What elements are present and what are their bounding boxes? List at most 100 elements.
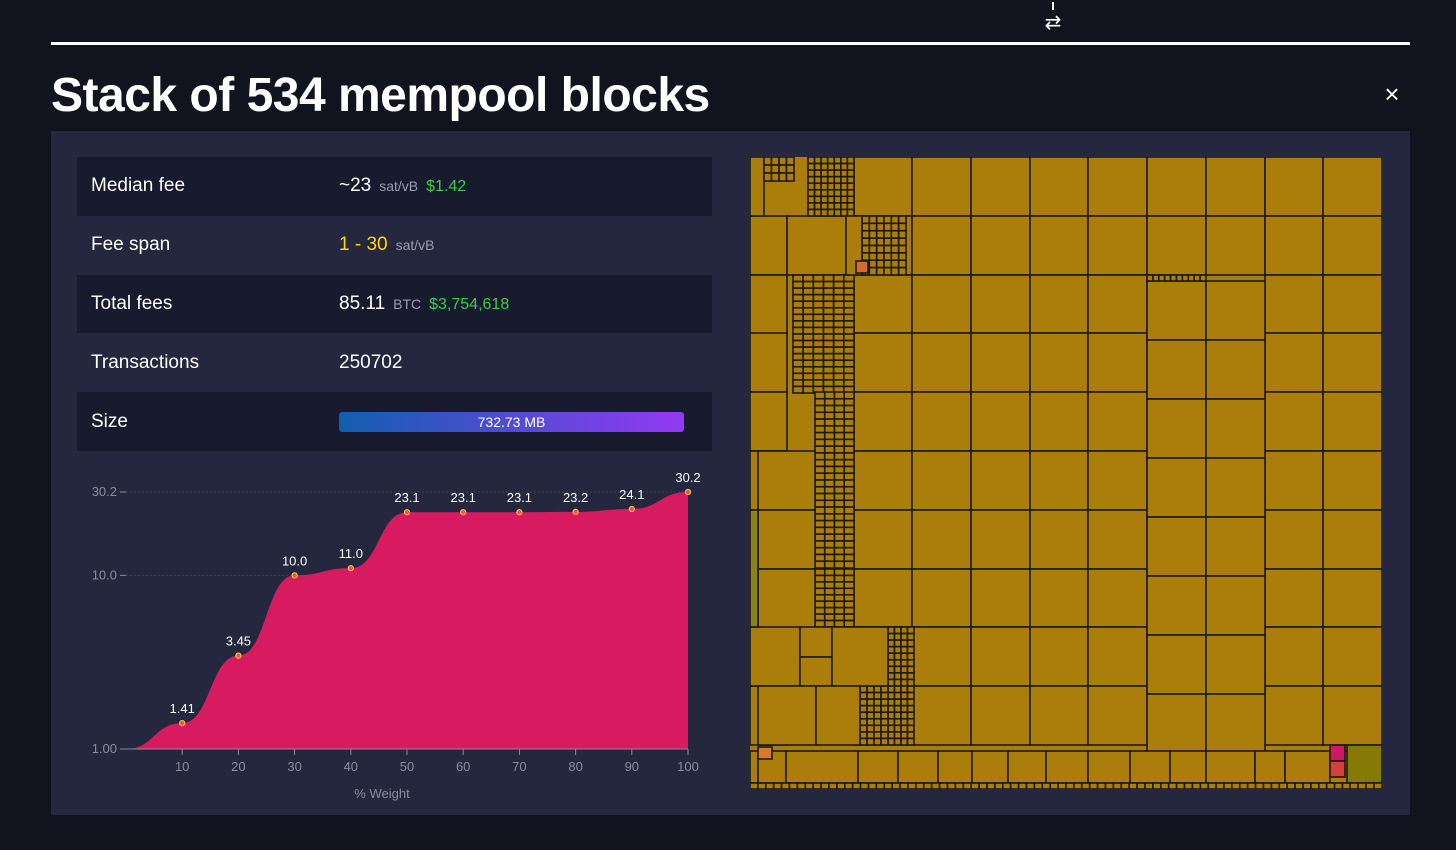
tx-block-small[interactable] <box>812 339 825 348</box>
tx-block-small[interactable] <box>897 215 907 225</box>
tx-block-small[interactable] <box>890 244 900 254</box>
tx-block-small[interactable] <box>897 266 907 276</box>
tx-block-small[interactable] <box>826 188 836 198</box>
tx-block[interactable] <box>1146 339 1207 400</box>
tx-block-small[interactable] <box>1357 782 1367 789</box>
tx-block-small[interactable] <box>880 711 889 720</box>
tx-block-small[interactable] <box>832 326 845 335</box>
tx-block-small[interactable] <box>833 169 842 178</box>
tx-block[interactable] <box>937 750 973 784</box>
tx-block[interactable] <box>1205 215 1266 276</box>
tx-block-small[interactable] <box>802 300 815 309</box>
tx-block-small[interactable] <box>807 188 816 198</box>
tx-block-small[interactable] <box>812 365 825 375</box>
tx-block-small[interactable] <box>792 379 804 388</box>
tx-block-small[interactable] <box>823 391 836 400</box>
tx-block-small[interactable] <box>792 365 804 375</box>
tx-block-small[interactable] <box>802 339 815 348</box>
tx-block-small[interactable] <box>859 711 868 720</box>
tx-block-small[interactable] <box>859 698 868 707</box>
tx-block-small[interactable] <box>802 385 815 394</box>
tx-block-small[interactable] <box>778 164 788 174</box>
tx-block-small[interactable] <box>843 606 855 615</box>
tx-block-small[interactable] <box>893 639 902 648</box>
tx-block-small[interactable] <box>875 237 885 247</box>
tx-block-small[interactable] <box>814 513 826 522</box>
tx-block-small[interactable] <box>836 782 846 789</box>
tx-block-small[interactable] <box>792 385 804 394</box>
tx-block-small[interactable] <box>1120 782 1130 789</box>
tx-block-small[interactable] <box>828 782 838 789</box>
tx-block-small[interactable] <box>887 737 896 746</box>
tx-block-small[interactable] <box>770 172 780 182</box>
tx-block-small[interactable] <box>1163 274 1172 282</box>
tx-block-small[interactable] <box>843 600 855 609</box>
tx-block-small[interactable] <box>812 287 825 296</box>
tx-block-small[interactable] <box>843 365 855 375</box>
tx-block-small[interactable] <box>814 593 826 603</box>
tx-block-small[interactable] <box>900 717 909 727</box>
tx-block[interactable] <box>750 626 801 687</box>
tx-block-small[interactable] <box>846 195 855 204</box>
tx-block-small[interactable] <box>814 472 826 481</box>
tx-block-small[interactable] <box>868 215 878 225</box>
tx-block-small[interactable] <box>873 685 882 694</box>
tx-block[interactable] <box>970 215 1031 276</box>
tx-block-small[interactable] <box>823 619 836 628</box>
tx-block[interactable] <box>750 157 765 217</box>
tx-block-small[interactable] <box>770 164 780 174</box>
tx-block-small[interactable] <box>778 172 788 182</box>
tx-block-small[interactable] <box>859 704 868 714</box>
tx-block-small[interactable] <box>814 492 826 502</box>
tx-block-small[interactable] <box>900 698 909 707</box>
tx-block[interactable] <box>1264 391 1324 452</box>
tx-block-small[interactable] <box>822 287 835 296</box>
tx-block[interactable] <box>1029 391 1089 452</box>
tx-block-small[interactable] <box>812 782 822 789</box>
tx-block-small[interactable] <box>887 691 896 700</box>
tx-block-small[interactable] <box>883 215 893 225</box>
tx-block-small[interactable] <box>832 372 845 381</box>
tx-block[interactable] <box>757 685 817 746</box>
tx-block-small[interactable] <box>868 229 878 239</box>
tx-block-small[interactable] <box>875 222 885 232</box>
tx-block-small[interactable] <box>1349 782 1359 789</box>
tx-block-small[interactable] <box>772 782 783 789</box>
tx-block-small[interactable] <box>1157 274 1166 282</box>
tx-block-small[interactable] <box>833 519 846 529</box>
tx-block-small[interactable] <box>823 445 836 454</box>
tx-block-highlight[interactable] <box>750 509 759 628</box>
tx-block-small[interactable] <box>900 678 909 687</box>
tx-block-small[interactable] <box>843 568 855 577</box>
tx-block-small[interactable] <box>875 782 886 789</box>
tx-block-small[interactable] <box>833 438 846 447</box>
tx-block-small[interactable] <box>820 195 829 204</box>
tx-block-small[interactable] <box>843 546 855 556</box>
tx-block-small[interactable] <box>807 162 816 171</box>
tx-block-small[interactable] <box>866 731 875 740</box>
tx-block-small[interactable] <box>883 266 893 276</box>
tx-block-small[interactable] <box>804 782 814 789</box>
tx-block-small[interactable] <box>978 782 988 789</box>
tx-block-small[interactable] <box>832 333 845 342</box>
tx-block-small[interactable] <box>823 581 836 590</box>
tx-block-small[interactable] <box>826 208 836 217</box>
tx-block[interactable] <box>1029 157 1089 217</box>
tx-block-small[interactable] <box>814 425 826 434</box>
tx-block-small[interactable] <box>812 372 825 381</box>
tx-block-small[interactable] <box>814 553 826 563</box>
tx-block-small[interactable] <box>873 711 882 720</box>
tx-block-small[interactable] <box>1146 274 1154 282</box>
tx-block-small[interactable] <box>812 280 825 289</box>
tx-block-small[interactable] <box>812 333 825 342</box>
tx-block-small[interactable] <box>897 259 907 269</box>
tx-block-small[interactable] <box>785 164 795 174</box>
tx-block[interactable] <box>750 215 788 276</box>
tx-block-small[interactable] <box>1193 274 1201 282</box>
tx-block-small[interactable] <box>906 724 915 733</box>
tx-block[interactable] <box>970 157 1031 217</box>
tx-block[interactable] <box>1087 450 1148 511</box>
tx-block-small[interactable] <box>1270 782 1281 789</box>
tx-block-small[interactable] <box>823 397 836 407</box>
tx-block[interactable] <box>1284 750 1331 784</box>
